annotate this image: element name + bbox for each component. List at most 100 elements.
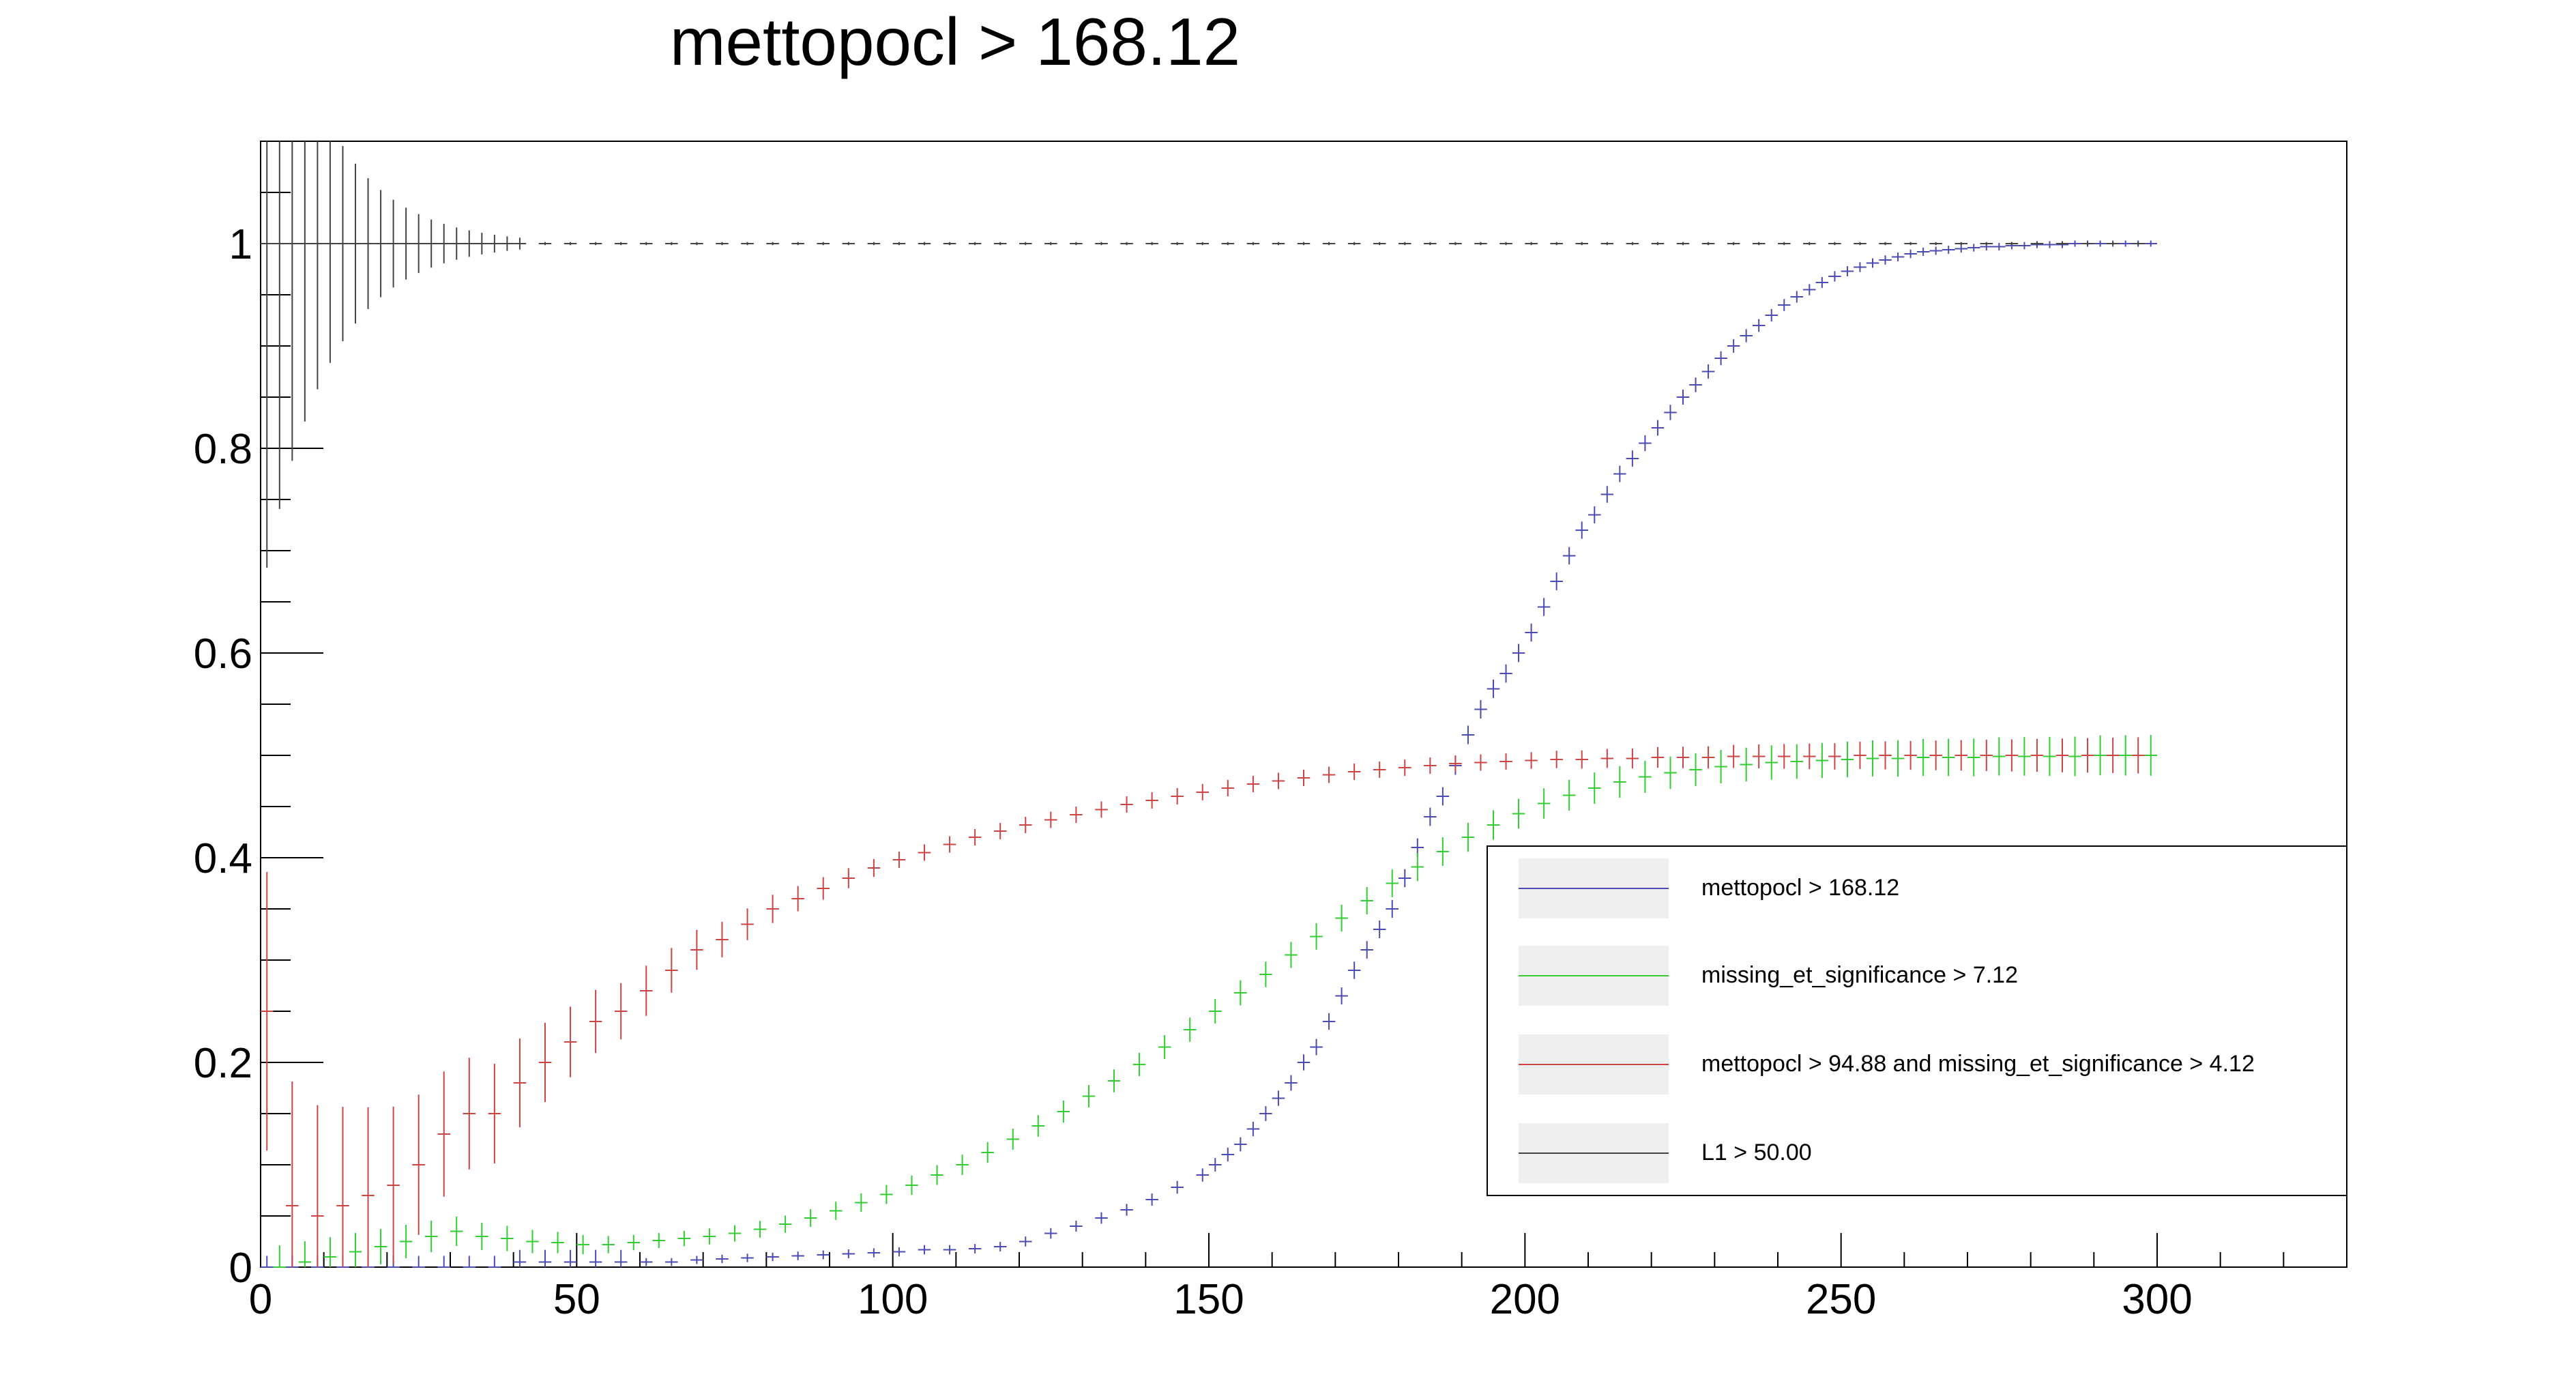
- data-point: [1373, 762, 1386, 778]
- data-point: [1499, 753, 1512, 770]
- data-point: [665, 948, 678, 993]
- data-point: [1424, 807, 1437, 826]
- data-point: [488, 1064, 501, 1163]
- data-point: [1070, 1220, 1083, 1232]
- data-point: [538, 242, 552, 246]
- data-point: [286, 1081, 299, 1267]
- data-point: [791, 886, 804, 912]
- data-point: [1373, 920, 1386, 938]
- data-point: [1499, 664, 1512, 683]
- data-point: [627, 1234, 640, 1251]
- data-point: [1221, 1147, 1235, 1162]
- data-point: [1196, 784, 1209, 800]
- data-point: [362, 178, 375, 309]
- data-point: [1360, 941, 1373, 959]
- data-point: [2018, 242, 2031, 250]
- data-point: [1980, 740, 1993, 771]
- data-point: [1360, 887, 1373, 914]
- y-tick-label: 0.4: [194, 835, 252, 882]
- data-point: [677, 1230, 691, 1247]
- data-point: [463, 1256, 476, 1268]
- data-point: [640, 1258, 653, 1266]
- data-point: [1474, 700, 1487, 719]
- data-point: [1209, 1158, 1222, 1172]
- data-point: [791, 242, 804, 246]
- data-point: [1714, 351, 1727, 366]
- data-point: [1714, 750, 1727, 783]
- data-point: [690, 242, 703, 246]
- data-point: [1790, 744, 1804, 779]
- data-point: [437, 1256, 450, 1268]
- data-point: [488, 1256, 501, 1268]
- data-point: [968, 829, 982, 845]
- data-point: [892, 852, 906, 868]
- data-point: [1904, 242, 1917, 246]
- data-point: [1537, 598, 1551, 616]
- data-point: [1854, 242, 1867, 246]
- data-point: [1866, 258, 1879, 268]
- data-point: [1145, 792, 1158, 809]
- data-point: [1727, 744, 1740, 768]
- data-point: [1436, 787, 1450, 806]
- data-point: [817, 242, 830, 246]
- data-point: [1550, 242, 1563, 246]
- data-point: [336, 1107, 349, 1267]
- data-point: [766, 895, 779, 923]
- data-point: [1955, 242, 1967, 246]
- data-point: [450, 1216, 463, 1247]
- data-point: [993, 242, 1007, 246]
- data-point: [1070, 807, 1083, 823]
- data-point: [1006, 1128, 1019, 1150]
- data-point: [2131, 242, 2145, 246]
- data-point: [1916, 738, 1930, 777]
- data-point: [1993, 243, 2006, 250]
- data-point: [1246, 776, 1260, 792]
- data-point: [1841, 741, 1854, 778]
- data-point: [728, 1225, 742, 1242]
- chart-title: mettopocl > 168.12: [670, 4, 1240, 79]
- data-point: [981, 1142, 994, 1163]
- data-point: [817, 877, 830, 900]
- y-tick-label: 0.2: [194, 1040, 252, 1087]
- data-point: [1347, 242, 1361, 246]
- data-point: [1550, 751, 1563, 768]
- data-marks: [261, 141, 2157, 1268]
- legend-label: mettopocl > 94.88 and missing_et_signifi…: [1701, 1051, 2255, 1077]
- data-point: [867, 858, 881, 878]
- data-point: [2144, 240, 2157, 247]
- data-point: [349, 1233, 362, 1267]
- data-point: [1790, 291, 1804, 303]
- data-point: [2081, 242, 2094, 246]
- data-point: [1651, 242, 1665, 246]
- data-point: [1891, 740, 1905, 777]
- data-point: [589, 242, 602, 246]
- data-point: [1399, 242, 1411, 246]
- data-point: [1297, 242, 1311, 246]
- data-point: [1600, 242, 1614, 246]
- data-point: [2119, 240, 2132, 247]
- data-point: [943, 836, 956, 853]
- data-point: [1537, 788, 1551, 819]
- data-point: [1386, 899, 1399, 918]
- data-point: [1803, 743, 1816, 770]
- data-point: [1234, 1137, 1247, 1152]
- data-point: [1588, 506, 1601, 523]
- data-point: [905, 1175, 918, 1195]
- data-point: [1929, 246, 1942, 255]
- data-point: [1664, 756, 1677, 789]
- data-point: [1158, 1035, 1171, 1059]
- data-point: [1171, 1180, 1184, 1194]
- data-point: [753, 1221, 767, 1238]
- data-point: [1891, 252, 1905, 262]
- data-point: [2018, 737, 2031, 776]
- data-point: [1967, 244, 1980, 252]
- data-point: [665, 242, 678, 246]
- data-point: [488, 235, 501, 252]
- data-point: [286, 141, 299, 461]
- data-point: [1740, 329, 1753, 343]
- x-tick-label: 100: [858, 1276, 928, 1323]
- data-point: [778, 1215, 792, 1233]
- data-point: [1841, 266, 1854, 276]
- data-point: [1512, 798, 1525, 829]
- x-tick-label: 150: [1173, 1276, 1244, 1323]
